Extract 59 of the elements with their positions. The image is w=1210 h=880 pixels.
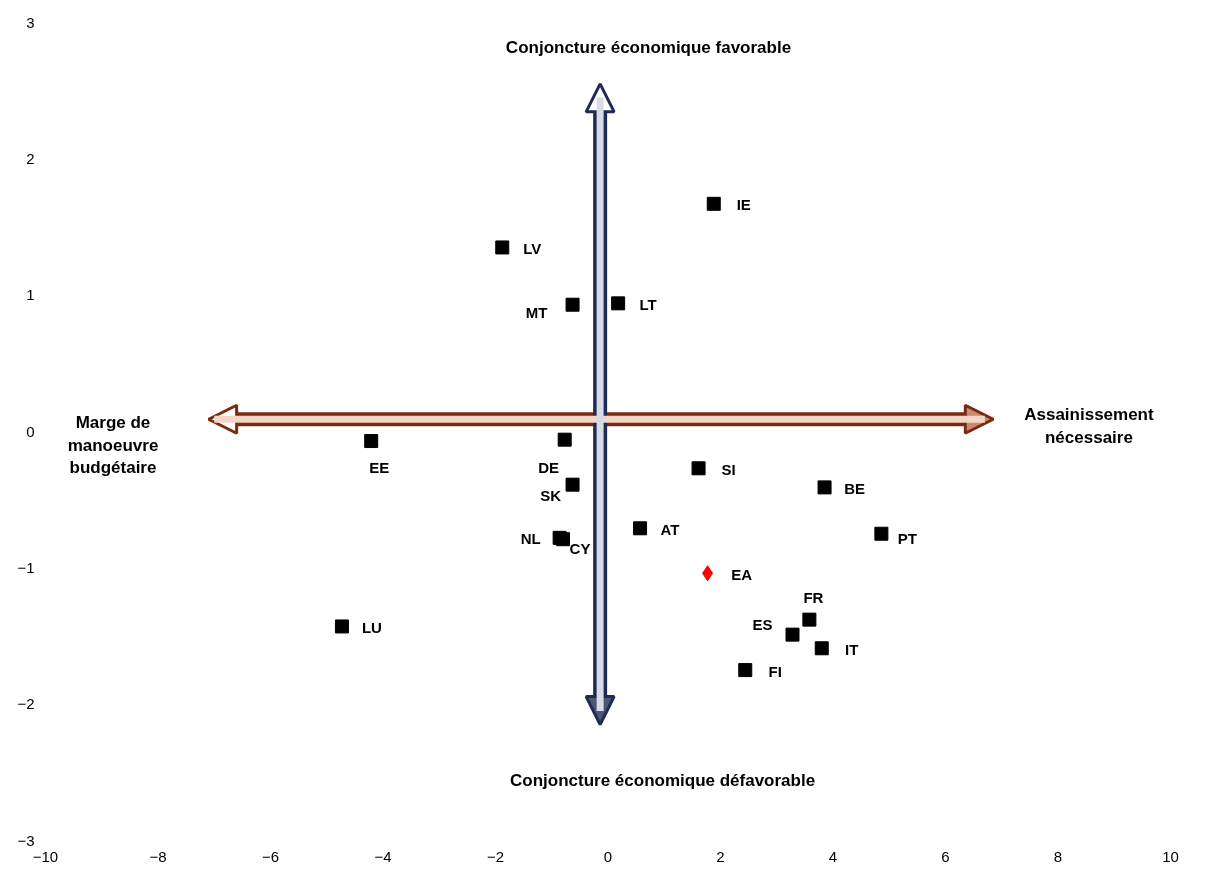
x-tick-label: 4 xyxy=(828,847,838,865)
data-label: DE xyxy=(538,459,560,477)
point xyxy=(495,240,510,255)
data-label: NL xyxy=(520,530,541,548)
x-tick-label: 8 xyxy=(1053,847,1063,865)
point xyxy=(633,521,648,536)
data-label: ES xyxy=(752,616,773,634)
y-tick-label: −2 xyxy=(17,695,35,713)
data-label: FR xyxy=(803,589,824,607)
y-tick-label: −1 xyxy=(17,558,35,576)
data-label: BE xyxy=(844,479,865,497)
x-tick-label: −2 xyxy=(486,847,505,865)
point xyxy=(556,532,570,547)
data-label: CY xyxy=(569,539,591,557)
data-label: EE xyxy=(369,458,390,476)
point xyxy=(565,477,580,492)
point xyxy=(611,296,626,311)
point xyxy=(565,297,580,312)
x-tick-label: −10 xyxy=(32,847,59,865)
data-label: SK xyxy=(540,487,562,505)
data-label: LV xyxy=(523,239,542,257)
x-tick-label: 10 xyxy=(1162,847,1179,865)
point xyxy=(706,196,721,211)
point xyxy=(817,480,832,495)
point xyxy=(702,565,714,582)
point xyxy=(785,627,800,642)
data-label: AT xyxy=(660,520,680,538)
annotation: Marge de manoeuvre budgétaire xyxy=(67,412,159,478)
annotation: Conjoncture économique favorable xyxy=(505,37,792,57)
point xyxy=(874,526,889,541)
point xyxy=(738,663,753,678)
x-tick-label: −6 xyxy=(261,847,280,865)
x-tick-label: 6 xyxy=(941,847,950,865)
annotation: Assainissement nécessaire xyxy=(1024,405,1154,447)
y-tick-label: 0 xyxy=(26,422,35,440)
y-tick-label: 2 xyxy=(26,149,35,167)
data-label: MT xyxy=(525,304,548,322)
x-tick-label: 0 xyxy=(603,847,613,865)
y-tick-label: 3 xyxy=(26,13,35,31)
point xyxy=(814,641,829,656)
x-tick-label: −8 xyxy=(149,847,167,865)
data-label: PT xyxy=(897,530,917,548)
data-label: IT xyxy=(845,640,859,658)
point xyxy=(802,612,817,627)
data-label: LU xyxy=(361,618,382,636)
data-label: IE xyxy=(736,196,751,214)
annotation: Conjoncture économique défavorable xyxy=(510,771,816,791)
x-tick-label: 2 xyxy=(716,847,725,865)
data-label: EA xyxy=(731,565,753,583)
y-tick-label: 1 xyxy=(26,286,35,304)
point xyxy=(364,434,379,449)
point xyxy=(691,461,706,476)
data-label: LT xyxy=(639,295,657,313)
y-tick-label: −3 xyxy=(17,831,35,849)
point xyxy=(334,619,349,634)
data-label: SI xyxy=(721,460,736,478)
data-label: FI xyxy=(768,662,782,680)
x-tick-label: −4 xyxy=(374,847,392,865)
point xyxy=(557,432,572,447)
